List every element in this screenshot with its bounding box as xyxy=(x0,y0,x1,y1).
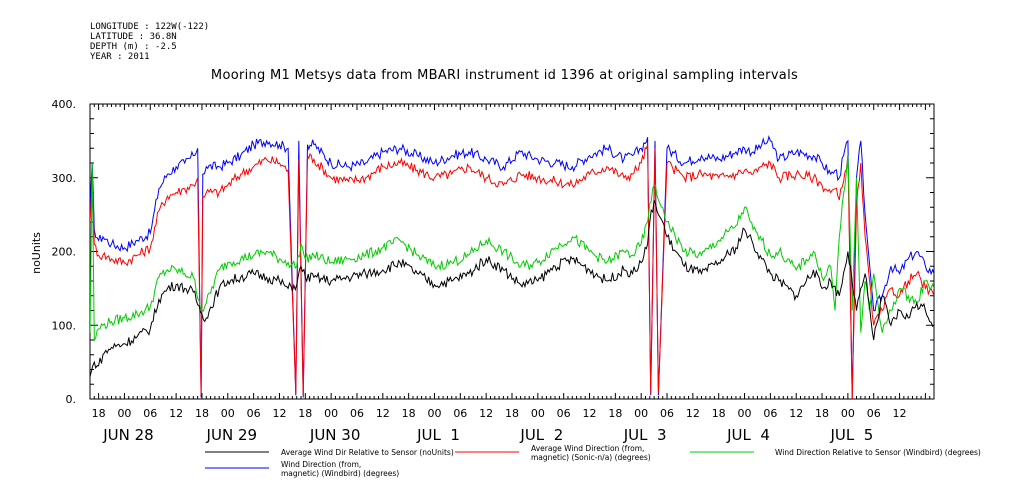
x-tick-label: 18 xyxy=(712,407,726,420)
x-tick-label: 18 xyxy=(505,407,519,420)
year-label: YEAR : 2011 xyxy=(90,52,150,62)
x-tick-label: 12 xyxy=(479,407,493,420)
y-tick-label: 0. xyxy=(66,393,77,406)
x-tick-label: 12 xyxy=(272,407,286,420)
x-tick-label: 18 xyxy=(815,407,829,420)
x-tick-label: 18 xyxy=(298,407,312,420)
metadata-block: LONGITUDE : 122W(-122) LATITUDE : 36.8N … xyxy=(90,22,209,62)
x-tick-label: 00 xyxy=(531,407,545,420)
y-tick-label: 100. xyxy=(52,319,77,332)
x-tick-label: 18 xyxy=(195,407,209,420)
x-tick-label: 00 xyxy=(841,407,855,420)
x-tick-label: 12 xyxy=(893,407,907,420)
series-line-3 xyxy=(90,155,934,342)
x-tick-label: 06 xyxy=(453,407,467,420)
x-date-label: JUL 4 xyxy=(726,426,770,444)
x-tick-label: 00 xyxy=(738,407,752,420)
legend-label: Average Wind Dir Relative to Sensor (noU… xyxy=(281,448,454,457)
x-tick-label: 12 xyxy=(169,407,183,420)
plot-frame xyxy=(89,103,935,400)
x-date-label: JUL 5 xyxy=(829,426,873,444)
x-date-label: JUN 30 xyxy=(309,426,360,444)
x-tick-label: 06 xyxy=(143,407,157,420)
y-tick-label: 200. xyxy=(52,246,77,259)
x-date-label: JUL 1 xyxy=(416,426,460,444)
x-tick-label: 00 xyxy=(221,407,235,420)
x-date-label: JUN 29 xyxy=(206,426,257,444)
depth-label: DEPTH (m) : -2.5 xyxy=(90,42,177,52)
longitude-label: LONGITUDE : 122W(-122) xyxy=(90,22,210,32)
x-tick-label: 00 xyxy=(117,407,131,420)
x-tick-label: 00 xyxy=(634,407,648,420)
series-line-4 xyxy=(90,199,934,378)
x-tick-label: 06 xyxy=(247,407,261,420)
x-tick-label: 18 xyxy=(608,407,622,420)
x-tick-label: 18 xyxy=(402,407,416,420)
series-line-2 xyxy=(90,144,934,399)
series-line-1 xyxy=(90,135,934,398)
legend-label: Wind Direction (from, xyxy=(281,460,361,469)
x-tick-label: 00 xyxy=(324,407,338,420)
x-tick-label: 06 xyxy=(557,407,571,420)
x-date-label: JUL 3 xyxy=(623,426,667,444)
legend-label-line2: magnetic) (Sonic-n/a) (degrees) xyxy=(531,453,651,462)
x-tick-label: 12 xyxy=(583,407,597,420)
x-tick-label: 06 xyxy=(763,407,777,420)
legend-label: Average Wind Direction (from, xyxy=(531,444,644,453)
y-tick-label: 300. xyxy=(52,172,77,185)
x-tick-label: 00 xyxy=(427,407,441,420)
legend-label-line2: magnetic) (Windbird) (degrees) xyxy=(281,469,399,478)
x-tick-label: 12 xyxy=(686,407,700,420)
x-tick-label: 12 xyxy=(376,407,390,420)
x-date-label: JUL 2 xyxy=(519,426,563,444)
x-tick-label: 06 xyxy=(867,407,881,420)
x-tick-label: 18 xyxy=(92,407,106,420)
x-tick-label: 06 xyxy=(350,407,364,420)
chart-title: Mooring M1 Metsys data from MBARI instru… xyxy=(210,68,799,83)
legend-label: Wind Direction Relative to Sensor (Windb… xyxy=(775,448,981,457)
y-tick-label: 400. xyxy=(52,98,77,111)
x-tick-label: 12 xyxy=(789,407,803,420)
latitude-label: LATITUDE : 36.8N xyxy=(90,32,177,42)
x-date-label: JUN 28 xyxy=(102,426,153,444)
y-axis-label: noUnits xyxy=(30,232,43,274)
x-tick-label: 06 xyxy=(660,407,674,420)
